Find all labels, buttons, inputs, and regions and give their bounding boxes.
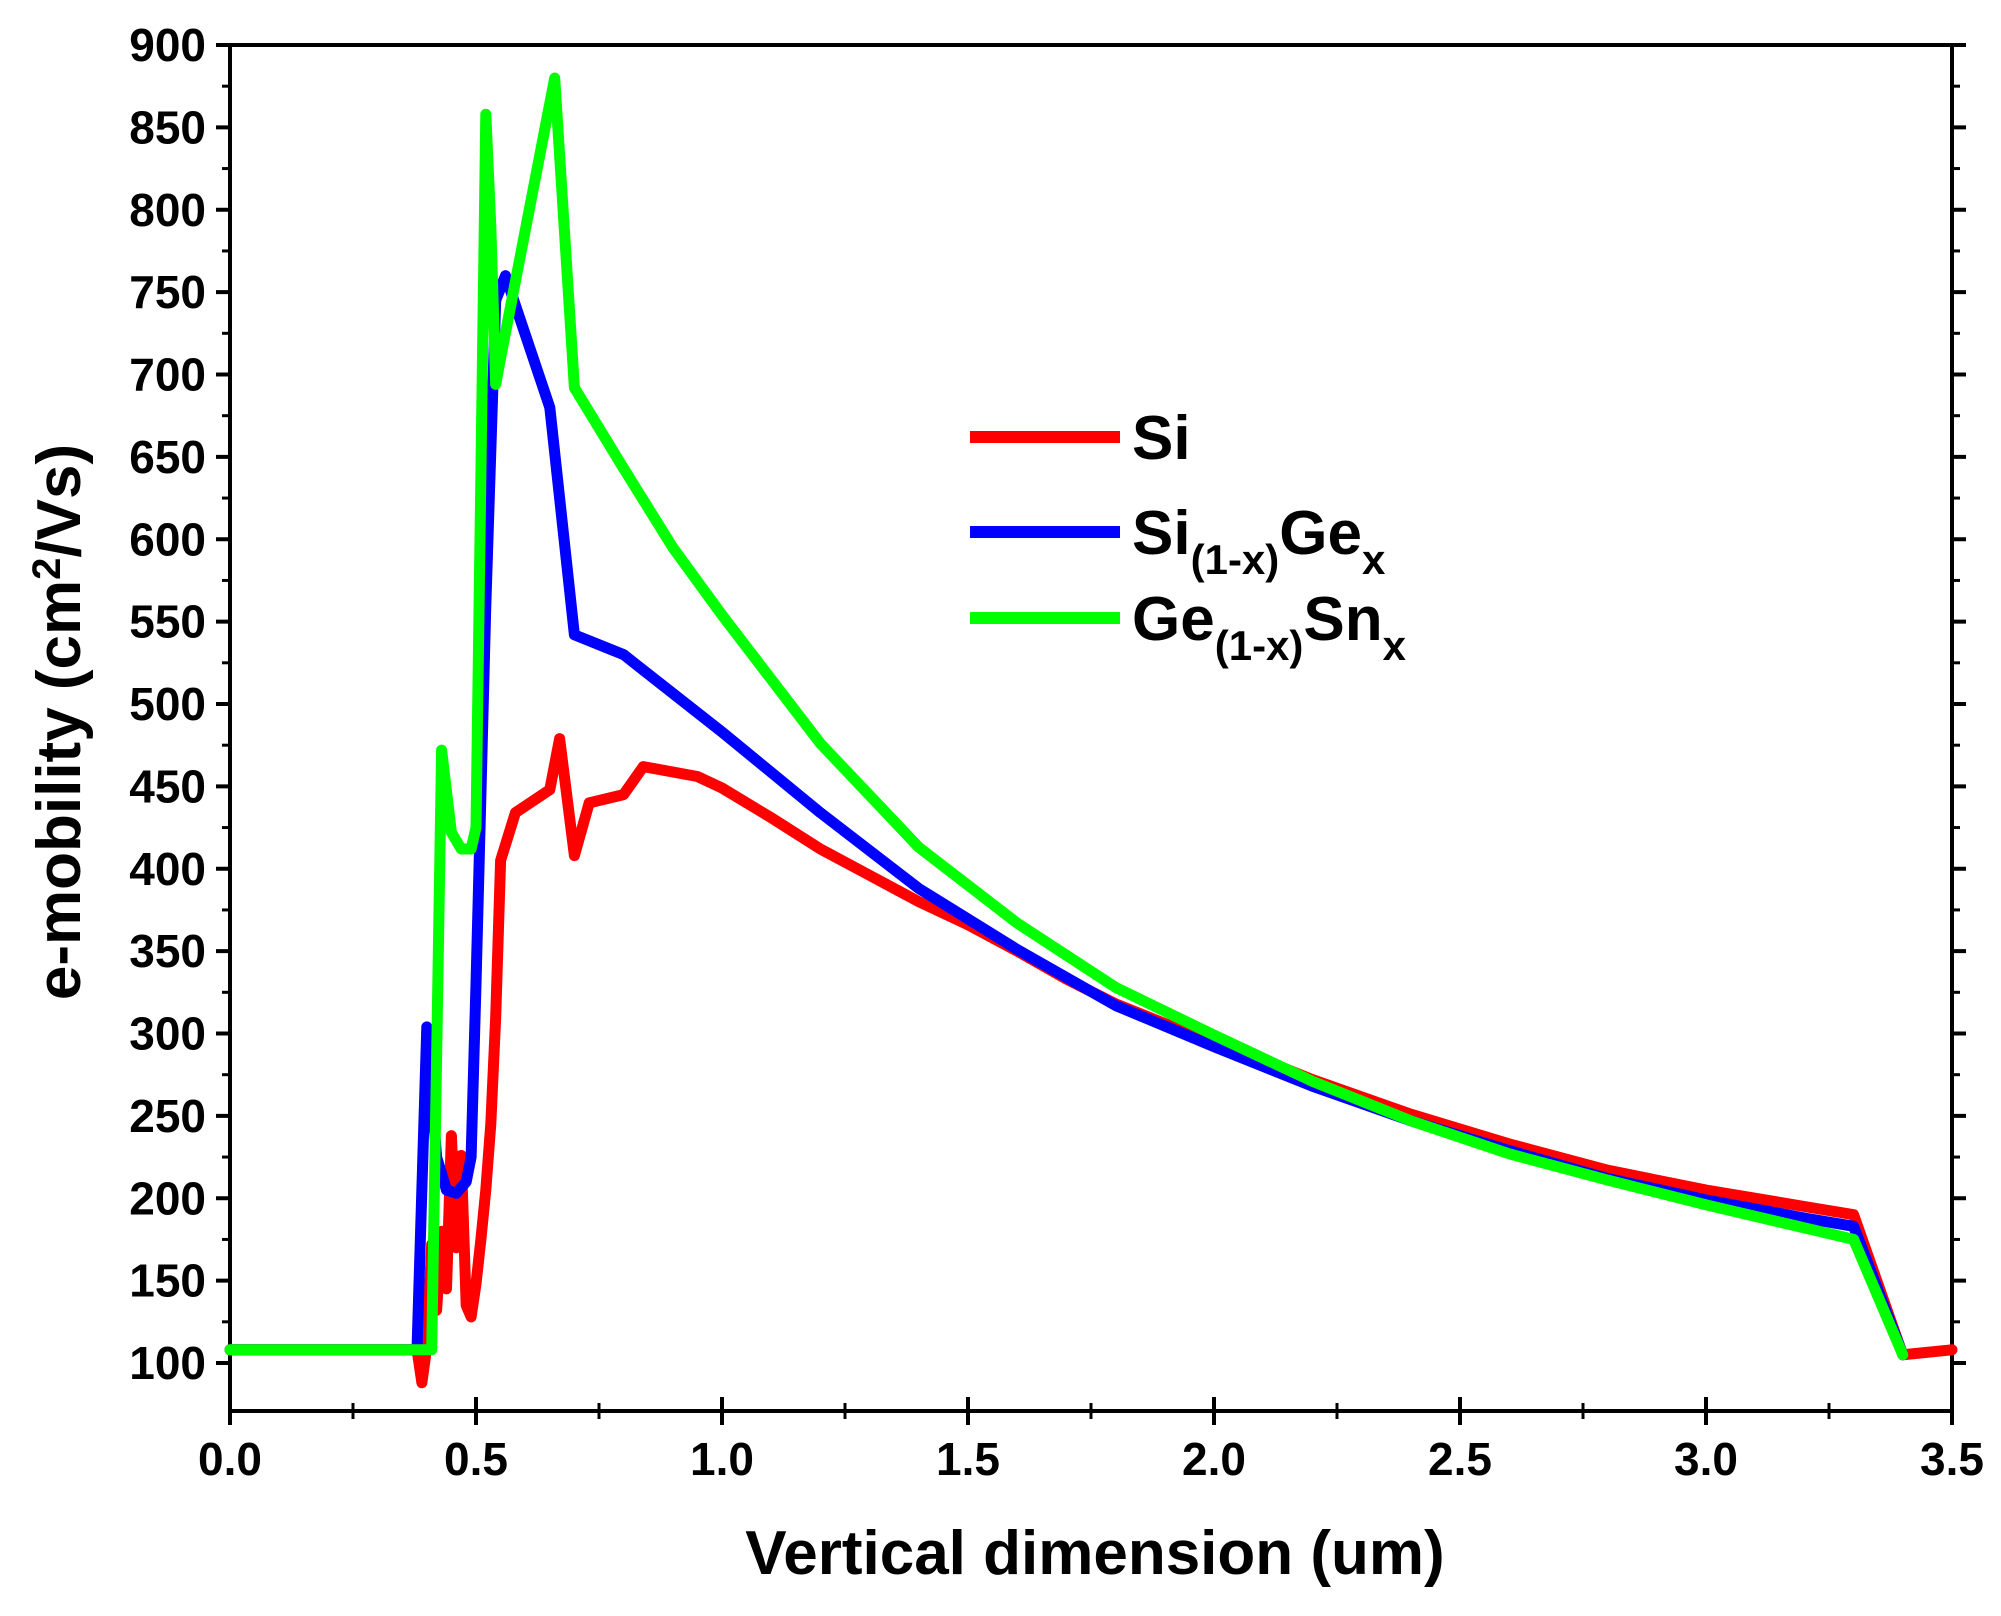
svg-text:Ge(1-x)Snx: Ge(1-x)Snx <box>1132 585 1407 669</box>
y-tick-label: 100 <box>129 1337 206 1389</box>
x-tick-label: 0.0 <box>198 1433 262 1485</box>
legend-item-gesn: Ge(1-x)Snx <box>970 585 1407 669</box>
x-tick-label: 1.5 <box>936 1433 1000 1485</box>
y-tick-label: 400 <box>129 843 206 895</box>
y-tick-label: 900 <box>129 19 206 71</box>
legend-label-sige-sub2: x <box>1362 536 1386 583</box>
y-tick-label: 550 <box>129 596 206 648</box>
y-tick-label: 800 <box>129 184 206 236</box>
legend-item-sige: Si(1-x)Gex <box>970 499 1386 583</box>
y-tick-label: 650 <box>129 431 206 483</box>
y-tick-label: 850 <box>129 101 206 153</box>
legend-label-gesn-mid: Sn <box>1303 585 1382 654</box>
y-axis-title: e-mobility (cm2/Vs) <box>25 444 94 1000</box>
y-tick-label: 700 <box>129 349 206 401</box>
legend-label-sige-base: Si <box>1132 499 1191 568</box>
x-tick-label: 2.5 <box>1428 1433 1492 1485</box>
svg-text:Si: Si <box>1132 404 1191 473</box>
legend-label-sige-sub1: (1-x) <box>1191 536 1280 583</box>
x-tick-label: 1.0 <box>690 1433 754 1485</box>
x-tick-label: 2.0 <box>1182 1433 1246 1485</box>
x-tick-label: 0.5 <box>444 1433 508 1485</box>
y-axis-title-prefix: e-mobility (cm <box>25 580 94 1000</box>
y-tick-label: 150 <box>129 1255 206 1307</box>
y-axis-title-superscript: 2 <box>25 558 69 580</box>
x-tick-label: 3.0 <box>1674 1433 1738 1485</box>
y-tick-label: 200 <box>129 1172 206 1224</box>
legend-label-gesn-sub2: x <box>1383 622 1407 669</box>
y-tick-label: 350 <box>129 925 206 977</box>
y-tick-label: 600 <box>129 513 206 565</box>
data-series <box>224 72 1958 1389</box>
y-tick-label: 500 <box>129 678 206 730</box>
y-tick-label: 750 <box>129 266 206 318</box>
y-axis-title-suffix: /Vs) <box>25 444 94 558</box>
y-tick-label: 250 <box>129 1090 206 1142</box>
series-line-gesn <box>224 72 1909 1361</box>
x-tick-label: 3.5 <box>1920 1433 1984 1485</box>
legend-label-si: Si <box>1132 404 1191 473</box>
legend-label-gesn-sub1: (1-x) <box>1215 622 1304 669</box>
legend-label-gesn-base: Ge <box>1132 585 1215 654</box>
legend-label-sige-mid: Ge <box>1279 499 1362 568</box>
axis-ticks: 0.0 0.5 1.0 1.5 2.0 2.5 3.0 3.5 100 150 200 250 300 3… <box>129 19 1984 1485</box>
x-axis-title: Vertical dimension (um) <box>745 1519 1444 1588</box>
legend: Si Si(1-x)Gex Ge(1-x)Snx <box>970 404 1407 669</box>
y-tick-label: 450 <box>129 760 206 812</box>
svg-text:Si(1-x)Gex: Si(1-x)Gex <box>1132 499 1386 583</box>
y-tick-label: 300 <box>129 1008 206 1060</box>
series-line-si <box>224 733 1958 1389</box>
legend-item-si: Si <box>970 404 1191 473</box>
